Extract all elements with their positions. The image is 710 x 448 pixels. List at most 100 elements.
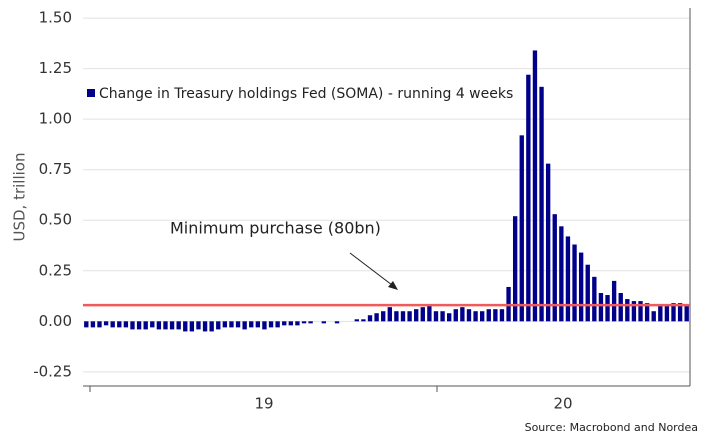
bar xyxy=(189,321,195,332)
bar xyxy=(618,293,623,322)
y-tick-label: 1.00 xyxy=(39,110,72,128)
bar xyxy=(90,321,96,328)
bar xyxy=(407,311,412,322)
y-tick-label: 0.50 xyxy=(39,211,72,229)
bar xyxy=(183,321,188,332)
bar xyxy=(235,321,241,328)
bar xyxy=(321,321,326,324)
bar xyxy=(262,321,267,330)
bar xyxy=(117,321,122,328)
bar xyxy=(552,214,557,322)
bar xyxy=(420,307,425,322)
bar xyxy=(486,309,491,322)
bar xyxy=(255,321,261,328)
bar xyxy=(658,305,663,322)
bar xyxy=(433,311,439,322)
y-tick-label: 1.25 xyxy=(39,59,72,77)
bar xyxy=(84,321,89,328)
bar xyxy=(354,319,359,322)
bar xyxy=(460,307,465,322)
bar xyxy=(545,163,551,322)
bar xyxy=(156,321,162,330)
y-tick-label: 0.75 xyxy=(39,160,72,178)
bar xyxy=(453,309,458,322)
bar xyxy=(110,321,115,328)
bar xyxy=(447,313,452,322)
bar xyxy=(242,321,247,330)
bar xyxy=(526,74,531,322)
y-axis-label: USD, trillion xyxy=(11,153,29,242)
bar xyxy=(136,321,142,330)
bar xyxy=(361,319,366,322)
x-tick-label: 19 xyxy=(254,395,273,413)
bar xyxy=(150,321,155,328)
legend-label: Change in Treasury holdings Fed (SOMA) -… xyxy=(99,86,513,102)
bar xyxy=(671,303,676,322)
bar xyxy=(202,321,208,332)
bar xyxy=(664,305,670,322)
bar xyxy=(123,321,129,328)
bar xyxy=(466,309,472,322)
bar xyxy=(229,321,234,328)
bar xyxy=(394,311,399,322)
bar xyxy=(130,321,135,330)
bar xyxy=(334,321,340,324)
bar xyxy=(400,311,406,322)
bar xyxy=(308,321,313,324)
bar xyxy=(519,135,524,322)
bar xyxy=(625,299,630,322)
x-tick-label: 20 xyxy=(553,395,572,413)
bar xyxy=(479,311,485,322)
bar xyxy=(512,216,518,322)
bar xyxy=(532,50,538,322)
bar xyxy=(288,321,294,326)
bar xyxy=(387,307,392,322)
bar xyxy=(638,301,643,322)
y-tick-label: -0.25 xyxy=(33,362,72,380)
bar xyxy=(414,309,419,322)
bar xyxy=(565,236,571,322)
bar xyxy=(169,321,175,330)
legend-swatch xyxy=(87,89,95,97)
bar xyxy=(209,321,214,332)
bar xyxy=(473,311,478,322)
bar xyxy=(427,305,432,322)
bar xyxy=(651,311,656,322)
bar xyxy=(572,244,577,322)
bar xyxy=(440,311,445,322)
bar xyxy=(585,264,590,322)
annotation-arrow xyxy=(349,252,397,289)
bar xyxy=(301,321,307,324)
bar xyxy=(374,313,379,322)
source: Source: Macrobond and Nordea xyxy=(525,421,698,434)
bar xyxy=(598,293,604,322)
bar xyxy=(605,295,610,322)
bar xyxy=(381,311,386,322)
bar xyxy=(578,252,584,322)
bar xyxy=(163,321,168,330)
bar xyxy=(282,321,287,326)
bar xyxy=(196,321,201,330)
bar xyxy=(176,321,181,330)
bar xyxy=(539,86,544,322)
bar xyxy=(644,303,650,322)
bar xyxy=(592,276,597,322)
bar xyxy=(677,303,683,322)
arrow-head xyxy=(388,281,398,290)
y-tick-label: 1.50 xyxy=(39,9,72,27)
bar xyxy=(249,321,254,328)
y-tick-label: 0.25 xyxy=(39,261,72,279)
bar xyxy=(499,309,505,322)
bar xyxy=(143,321,148,330)
bar xyxy=(367,315,373,322)
bar xyxy=(216,321,221,330)
bar xyxy=(97,321,102,328)
bar xyxy=(275,321,280,328)
bar xyxy=(103,321,109,326)
bar xyxy=(268,321,274,328)
bar xyxy=(222,321,228,328)
annotation: Minimum purchase (80bn) xyxy=(170,219,381,238)
bar xyxy=(493,309,498,322)
bar xyxy=(559,226,564,322)
